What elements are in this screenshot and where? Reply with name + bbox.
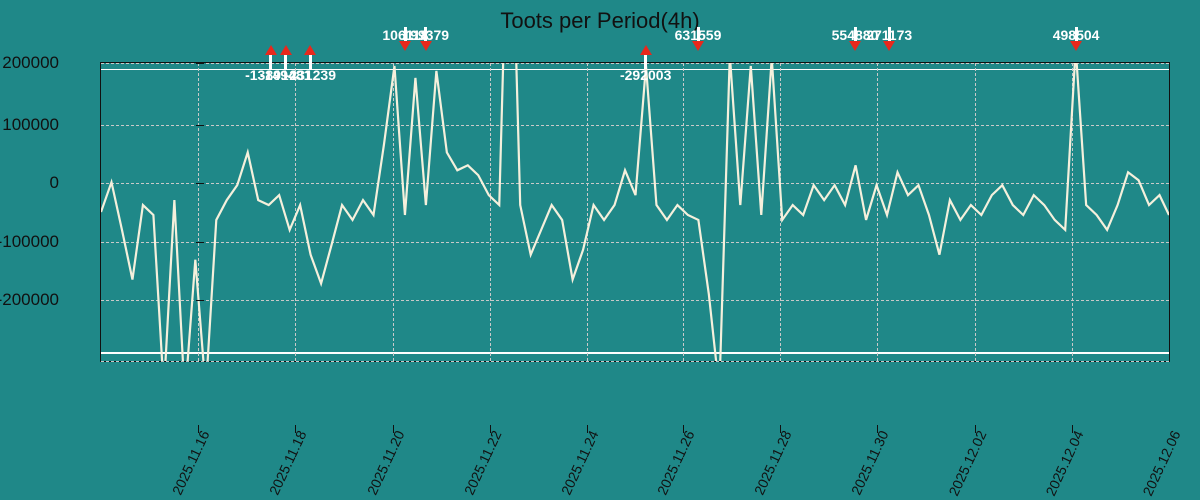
- trough-label: -231239: [285, 67, 336, 83]
- peak-label: 631559: [675, 27, 722, 43]
- xtick-date: 2025.12.02: [945, 428, 989, 498]
- xtick-date: 2025.11.26: [654, 428, 698, 497]
- xtick-date: 2025.11.22: [461, 428, 505, 497]
- peak-label: 498504: [1053, 27, 1100, 43]
- trough-label: -292003: [620, 67, 671, 83]
- ytick-neg100000: -100000: [0, 232, 59, 252]
- ytick-neg200000: -200000: [0, 290, 59, 310]
- xtick-date: 2025.11.18: [266, 428, 310, 497]
- xtick-date: 2025.11.16: [169, 428, 213, 497]
- peak-label: 199379: [402, 27, 449, 43]
- xtick-date: 2025.11.24: [558, 428, 602, 497]
- ytick-100000: 100000: [0, 115, 59, 135]
- xtick-date: 2025.11.30: [848, 428, 892, 497]
- plot-area: 200000 100000 0 -100000 -200000 2025.11.…: [100, 62, 1170, 362]
- toots-line-series: [101, 63, 1169, 361]
- ytick-0: 0: [0, 173, 59, 193]
- xtick-date: 2025.11.20: [363, 428, 407, 497]
- chart-title: Toots per Period(4h): [0, 8, 1200, 34]
- xtick-date: 2025.12.04: [1042, 428, 1086, 498]
- ytick-200000: 200000: [0, 53, 59, 73]
- peak-label: 271173: [866, 27, 912, 43]
- chart-root: Toots per Period(4h) 200000 100000 0 -10…: [0, 0, 1200, 500]
- xtick-date: 2025.11.28: [751, 428, 795, 497]
- xtick-date: 2025.12.06: [1139, 428, 1183, 498]
